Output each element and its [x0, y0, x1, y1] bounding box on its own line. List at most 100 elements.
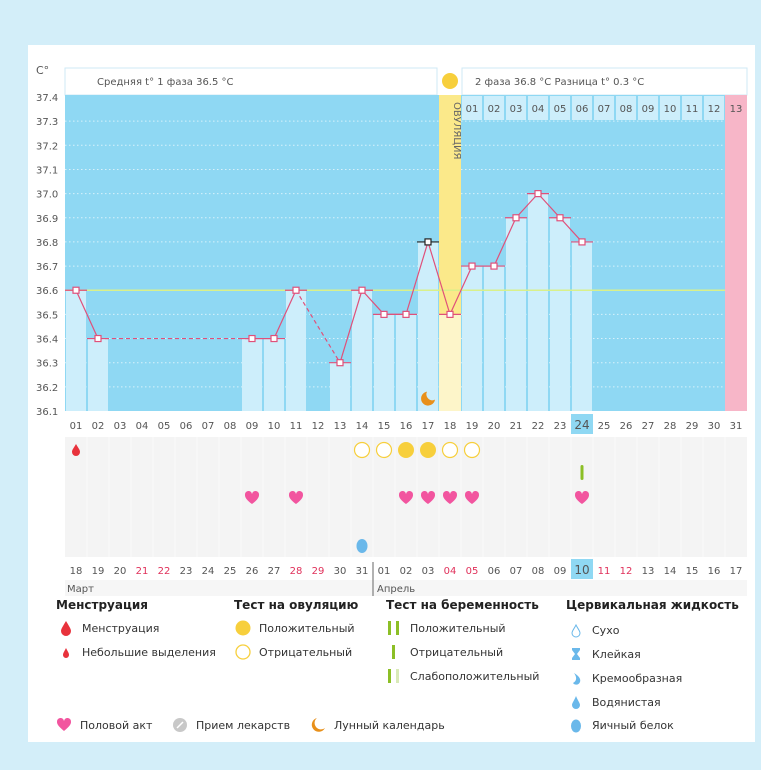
outline-drop-icon [571, 623, 581, 638]
temperature-point [248, 334, 256, 343]
calendar-date: 26 [246, 566, 259, 577]
cycle-day-number: 27 [642, 421, 655, 432]
legend-intercourse: Половой акт [56, 717, 152, 733]
phase2-day-number: 12 [708, 104, 721, 115]
heart-icon [244, 490, 260, 504]
y-tick-label: 36.5 [36, 310, 58, 321]
one-line-icon [392, 645, 395, 659]
calendar-date: 29 [312, 566, 325, 577]
legend-label: Половой акт [80, 718, 153, 732]
phase2-day-number: 13 [730, 104, 743, 115]
temperature-bar [352, 290, 372, 411]
legend-label: Лунный календарь [334, 718, 445, 732]
calendar-date: 30 [334, 566, 347, 577]
temperature-line-segment [75, 289, 99, 339]
calendar-date: 20 [114, 566, 127, 577]
phase1-header [64, 67, 438, 96]
cycle-day-number: 08 [224, 421, 237, 432]
cycle-day-number: 24 [574, 418, 589, 432]
legend-medication: Прием лекарств [172, 717, 290, 733]
phase2-day-number: 03 [510, 104, 523, 115]
cycle-day-number: 29 [686, 421, 699, 432]
legend-menstruation-light: Небольшие выделения [58, 644, 216, 660]
temperature-line-segment [449, 265, 473, 315]
calendar-date: 13 [642, 566, 655, 577]
y-tick-label: 37.1 [36, 165, 58, 176]
legend-cervical-title: Цервикальная жидкость [566, 598, 739, 612]
cycle-day-number: 17 [422, 421, 435, 432]
temperature-bar [572, 241, 592, 411]
ovulation-label: ОВУЛЯЦИЯ [451, 102, 462, 160]
y-tick-label: 36.6 [36, 286, 58, 297]
legend-preg-negative: Отрицательный [386, 644, 503, 660]
phase2-day-cell [704, 96, 724, 120]
moon-icon [421, 391, 435, 406]
temperature-point [380, 310, 388, 318]
phase2-header [461, 67, 748, 96]
calendar-date: 28 [290, 566, 303, 577]
y-tick-label: 36.8 [36, 238, 58, 249]
bbt-chart: Средняя t° 1 фаза 36.5 °C 2 фаза 36.8 °C … [36, 64, 748, 596]
legend-label: Менструация [82, 621, 160, 635]
heart-icon [442, 490, 458, 504]
pill-icon [173, 718, 187, 732]
y-tick-label: 37.2 [36, 141, 58, 152]
y-tick-label: 37.3 [36, 117, 58, 128]
cycle-day-number: 23 [554, 421, 567, 432]
y-tick-label: 36.7 [36, 262, 58, 273]
calendar-date: 14 [664, 566, 677, 577]
heart-icon [56, 717, 72, 731]
legend-cervical-watery: Водянистая [568, 694, 661, 710]
cycle-day-number: 14 [356, 421, 369, 432]
today-date-highlight [571, 559, 593, 579]
temperature-bar [418, 241, 438, 411]
calendar-date: 19 [92, 566, 105, 577]
filled-circle-icon [235, 620, 251, 636]
temperature-line-segment [537, 193, 561, 219]
cycle-day-number: 22 [532, 421, 545, 432]
calendar-date: 07 [510, 566, 523, 577]
y-tick-label: 36.3 [36, 359, 58, 370]
legend-moon: Лунный календарь [310, 717, 445, 733]
egg-white-icon [356, 539, 368, 553]
phase2-day-cell [638, 96, 658, 120]
half-drop-icon [573, 673, 581, 685]
temperature-point [578, 238, 586, 246]
legend-label: Отрицательный [410, 645, 504, 659]
temperature-point [94, 334, 102, 343]
calendar-date: 08 [532, 566, 545, 577]
today-highlight [571, 414, 593, 434]
calendar-date: 05 [466, 566, 479, 577]
cycle-day-number: 02 [92, 421, 105, 432]
legend-pregnancy-title: Тест на беременность [386, 598, 539, 612]
cycle-day-number: 15 [378, 421, 391, 432]
drop-icon [572, 696, 580, 709]
ovulation-test-positive-icon [398, 442, 414, 458]
temperature-line-segment [405, 241, 429, 315]
legend-ovu-negative: Отрицательный [235, 644, 352, 660]
legend-preg-weak: Слабоположительный [386, 668, 539, 684]
calendar-date: 17 [730, 566, 743, 577]
temperature-bar [286, 290, 306, 411]
temperature-bar [396, 314, 416, 411]
legend-label: Положительный [410, 621, 506, 635]
cycle-day-number: 12 [312, 421, 325, 432]
calendar-date: 10 [574, 563, 589, 577]
temperature-line-segment [295, 289, 341, 364]
cycle-day-number: 13 [334, 421, 347, 432]
calendar-date: 11 [598, 566, 611, 577]
egg-icon [571, 719, 581, 733]
temperature-point [72, 286, 80, 294]
temperature-bar [462, 266, 482, 411]
temperature-point [468, 262, 476, 270]
two-lines-icon [388, 621, 399, 635]
legend-cervical-creamy: Кремообразная [568, 670, 682, 686]
month-label: Март [67, 584, 94, 595]
y-tick-label: 37.0 [36, 190, 58, 201]
temperature-line-segment [493, 217, 517, 267]
menstruation-light-icon [72, 444, 80, 456]
temperature-point [512, 214, 520, 222]
small-drop-icon [63, 648, 69, 658]
y-tick-label: 36.2 [36, 383, 58, 394]
phase2-day-number: 11 [686, 104, 699, 115]
